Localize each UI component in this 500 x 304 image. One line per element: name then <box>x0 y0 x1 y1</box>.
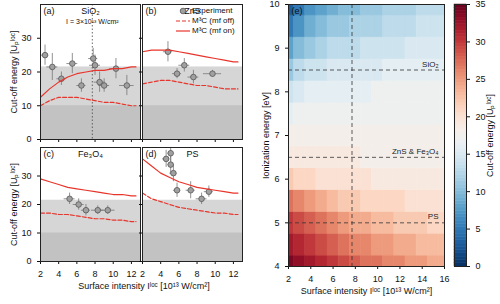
svg-text:(e): (e) <box>292 6 303 16</box>
svg-text:4: 4 <box>274 261 279 271</box>
svg-text:7: 7 <box>274 130 279 140</box>
svg-text:30: 30 <box>21 33 31 43</box>
svg-text:6: 6 <box>274 174 279 184</box>
svg-text:2: 2 <box>286 274 291 284</box>
svg-text:10: 10 <box>21 101 31 111</box>
svg-text:4: 4 <box>158 269 163 279</box>
svg-text:(d): (d) <box>146 149 157 159</box>
svg-text:6: 6 <box>176 269 181 279</box>
svg-text:I = 3×10¹³ W/cm²: I = 3×10¹³ W/cm² <box>66 18 119 25</box>
svg-text:8: 8 <box>195 269 200 279</box>
html-text:M³C (mf on): M³C (mf on) <box>192 26 235 35</box>
svg-text:5: 5 <box>476 224 481 234</box>
svg-text:SiO₂: SiO₂ <box>422 60 438 69</box>
svg-text:20: 20 <box>21 67 31 77</box>
svg-text:Fe₃O₄: Fe₃O₄ <box>78 149 103 159</box>
svg-text:6: 6 <box>331 274 336 284</box>
svg-text:14: 14 <box>417 274 427 284</box>
svg-text:PS: PS <box>186 149 198 159</box>
svg-text:12: 12 <box>228 269 238 279</box>
svg-text:8: 8 <box>274 87 279 97</box>
svg-text:4: 4 <box>308 274 313 284</box>
svg-text:20: 20 <box>21 199 31 209</box>
svg-text:0: 0 <box>26 256 31 266</box>
html-text:Experiment: Experiment <box>192 6 233 15</box>
svg-text:25: 25 <box>476 74 486 84</box>
svg-text:20: 20 <box>475 111 486 122</box>
svg-text:10: 10 <box>108 269 118 279</box>
svg-text:2: 2 <box>38 269 43 279</box>
svg-text:2: 2 <box>140 269 145 279</box>
svg-text:10: 10 <box>21 228 31 238</box>
svg-text:6: 6 <box>74 269 79 279</box>
html-text:Surface intensity Iˡᵒᶜ [10¹³ W: Surface intensity Iˡᵒᶜ [10¹³ W/cm²] <box>78 281 210 291</box>
svg-text:4: 4 <box>56 269 61 279</box>
svg-text:0: 0 <box>26 134 31 144</box>
svg-text:Cut-off energy [Uₚˡᵒᶜ]: Cut-off energy [Uₚˡᵒᶜ] <box>9 163 20 246</box>
html-text:M³C (mf off): M³C (mf off) <box>192 16 235 25</box>
svg-text:0: 0 <box>476 261 481 271</box>
svg-text:(b): (b) <box>146 6 157 16</box>
svg-text:30: 30 <box>476 37 486 47</box>
svg-text:12: 12 <box>126 269 136 279</box>
svg-text:30: 30 <box>21 171 31 181</box>
svg-text:12: 12 <box>395 274 405 284</box>
svg-text:Cut-off energy [Uₚˡᵒᶜ]: Cut-off energy [Uₚˡᵒᶜ] <box>485 94 496 177</box>
svg-text:10: 10 <box>373 274 383 284</box>
svg-text:PS: PS <box>428 212 439 221</box>
svg-text:(a): (a) <box>44 6 55 16</box>
svg-text:8: 8 <box>353 274 358 284</box>
svg-text:SiO₂: SiO₂ <box>81 6 100 16</box>
svg-text:Cut-off energy [Uₚˡᵒᶜ]: Cut-off energy [Uₚˡᵒᶜ] <box>9 31 20 114</box>
svg-text:(c): (c) <box>44 149 55 159</box>
svg-text:9: 9 <box>274 43 279 53</box>
svg-text:ZnS & Fe₃O₄: ZnS & Fe₃O₄ <box>392 147 439 156</box>
svg-text:15: 15 <box>475 149 486 160</box>
svg-text:8: 8 <box>93 269 98 279</box>
svg-text:35: 35 <box>476 0 486 9</box>
svg-text:10: 10 <box>210 269 220 279</box>
svg-text:Ionization energy [eV]: Ionization energy [eV] <box>261 92 271 179</box>
svg-text:Surface intensity Iˡᵒᶜ [10¹³ W: Surface intensity Iˡᵒᶜ [10¹³ W/cm²] <box>301 286 433 296</box>
svg-text:10: 10 <box>476 187 486 197</box>
svg-text:10: 10 <box>269 0 279 9</box>
svg-text:16: 16 <box>439 274 449 284</box>
svg-text:5: 5 <box>274 218 279 228</box>
